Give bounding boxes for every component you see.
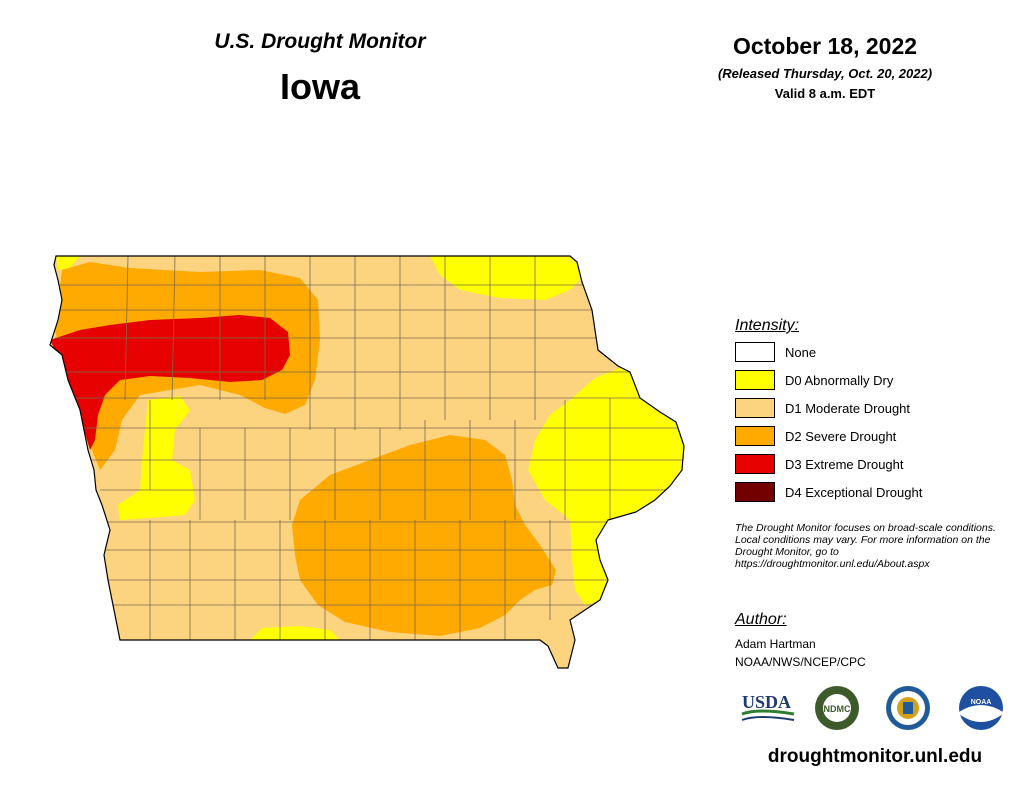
d3-area-northwest xyxy=(50,315,290,450)
ndmc-logo: NDMC xyxy=(815,686,859,730)
author-title: Author: xyxy=(735,611,787,628)
legend-item-d0: D0 Abnormally Dry xyxy=(735,370,995,398)
legend-label: None xyxy=(785,345,817,360)
legend-item-d3: D3 Extreme Drought xyxy=(735,454,995,482)
legend-swatch xyxy=(735,482,775,502)
county-boundaries xyxy=(55,256,684,640)
legend-label: D0 Abnormally Dry xyxy=(785,373,894,388)
legend-label: D1 Moderate Drought xyxy=(785,401,911,416)
legend-item-d1: D1 Moderate Drought xyxy=(735,398,995,426)
legend-label: D4 Exceptional Drought xyxy=(785,485,923,500)
legend-swatch xyxy=(735,426,775,446)
svg-text:NDMC: NDMC xyxy=(824,704,851,714)
legend-item-d4: D4 Exceptional Drought xyxy=(735,482,995,510)
map-title: Iowa xyxy=(279,66,360,107)
legend-item-d2: D2 Severe Drought xyxy=(735,426,995,454)
d0-area-northeast xyxy=(430,256,585,300)
d2-area-southcentral xyxy=(292,435,556,636)
d0-area-northwest-corner xyxy=(56,256,80,270)
legend-swatch xyxy=(735,370,775,390)
valid-time: Valid 8 a.m. EDT xyxy=(774,86,876,101)
legend-label: D3 Extreme Drought xyxy=(785,457,904,472)
svg-text:USDA: USDA xyxy=(742,692,791,712)
svg-text:NOAA: NOAA xyxy=(971,699,992,706)
map-subtitle: U.S. Drought Monitor xyxy=(214,30,426,53)
legend-label: D2 Severe Drought xyxy=(785,429,897,444)
legend-title: Intensity: xyxy=(735,317,800,334)
legend: None D0 Abnormally Dry D1 Moderate Droug… xyxy=(735,342,995,510)
iowa-state-outline xyxy=(49,255,685,669)
drought-areas xyxy=(50,256,684,668)
release-date: (Released Thursday, Oct. 20, 2022) xyxy=(717,66,933,81)
d0-area-south xyxy=(250,626,340,640)
noaa-logo: NOAA xyxy=(959,686,1003,730)
usda-logo: USDA xyxy=(741,692,795,721)
website-url[interactable]: droughtmonitor.unl.edu xyxy=(767,746,983,767)
doc-seal-logo xyxy=(886,686,930,730)
author-name: Adam Hartman xyxy=(735,637,816,651)
legend-item-none: None xyxy=(735,342,995,370)
legend-swatch xyxy=(735,454,775,474)
author-org: NOAA/NWS/NCEP/CPC xyxy=(735,655,866,669)
map-date: October 18, 2022 xyxy=(732,33,918,59)
disclaimer-note: The Drought Monitor focuses on broad-sca… xyxy=(735,522,996,570)
d0-area-east xyxy=(528,366,684,605)
d0-area-westcentral xyxy=(118,396,195,520)
partner-logos: USDA NDMC NOAA xyxy=(741,686,1003,730)
legend-swatch xyxy=(735,342,775,362)
legend-swatch xyxy=(735,398,775,418)
